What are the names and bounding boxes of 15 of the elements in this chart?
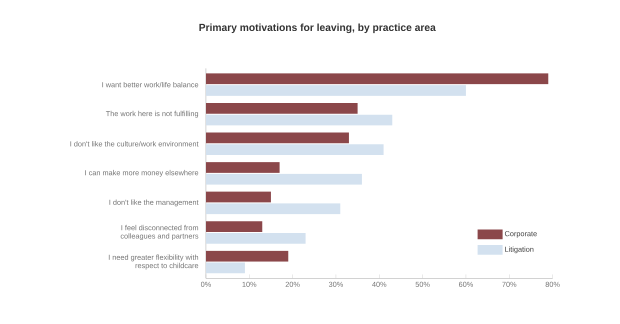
bar xyxy=(206,144,384,155)
bar xyxy=(206,132,349,144)
bar xyxy=(206,174,362,184)
bar xyxy=(206,73,548,84)
bar xyxy=(206,162,280,173)
bar xyxy=(206,221,262,232)
bar xyxy=(206,85,466,96)
bar xyxy=(206,192,271,202)
bar xyxy=(206,114,392,126)
bar xyxy=(206,232,306,244)
bar xyxy=(206,203,340,214)
bar xyxy=(206,102,358,114)
bar xyxy=(206,262,245,274)
bar xyxy=(206,250,288,262)
chart-title: Primary motivations for leaving, by practice area xyxy=(199,23,436,34)
